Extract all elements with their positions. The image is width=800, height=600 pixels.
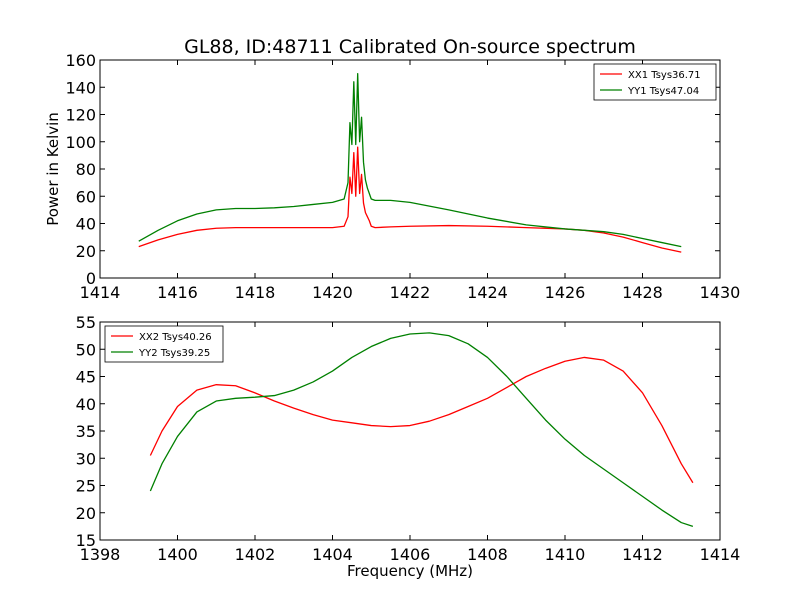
bottom-y-tick-label-7: 50: [76, 340, 96, 359]
bottom-legend-label-xx2: XX2 Tsys40.26: [139, 332, 212, 343]
top-x-tick-label-8: 1430: [700, 283, 741, 302]
top-legend-label-xx1: XX1 Tsys36.71: [628, 70, 701, 81]
top-x-tick-label-7: 1428: [622, 283, 663, 302]
bottom-x-tick-label-4: 1406: [390, 545, 431, 564]
top-series-line-1: [138, 72, 682, 248]
bottom-series-line-1: [149, 332, 694, 527]
bottom-x-tick-label-2: 1402: [235, 545, 276, 564]
bottom-x-tick-label-6: 1410: [545, 545, 586, 564]
bottom-x-axis-label: Frequency (MHz): [347, 562, 473, 580]
bottom-y-tick-label-1: 20: [76, 504, 96, 523]
bottom-y-tick-label-6: 45: [76, 368, 96, 387]
top-y-tick-label-5: 100: [65, 133, 96, 152]
bottom-legend-box: [104, 325, 224, 363]
top-y-tick-label-6: 120: [65, 106, 96, 125]
top-y-axis-label: Power in Kelvin: [44, 112, 62, 226]
bottom-y-tick-label-8: 55: [76, 313, 96, 332]
top-x-tick-label-2: 1418: [235, 283, 276, 302]
top-panel: GL88, ID:48711 Calibrated On-source spec…: [44, 36, 740, 302]
top-y-tick-label-4: 80: [76, 160, 96, 179]
bottom-y-tick-label-0: 15: [76, 531, 96, 550]
top-x-tick-label-1: 1416: [157, 283, 198, 302]
bottom-y-tick-label-5: 40: [76, 395, 96, 414]
bottom-x-tick-label-7: 1412: [622, 545, 663, 564]
bottom-legend-label-yy2: YY2 Tsys39.25: [138, 348, 210, 359]
top-x-tick-label-6: 1426: [545, 283, 586, 302]
top-series-line-0: [138, 146, 682, 253]
bottom-panel: Frequency (MHz) 1398 1400 1402 1404 1406 1408…: [76, 313, 741, 580]
top-x-tick-label-4: 1422: [390, 283, 431, 302]
top-legend: XX1 Tsys36.71 YY1 Tsys47.04: [593, 63, 717, 101]
top-y-tick-label-7: 140: [65, 78, 96, 97]
top-ticks-layer: 1414 1416 1418 1420 1422 1424 1426 1428 1430 0 20 4…: [65, 51, 740, 302]
bottom-series-line-0: [149, 356, 694, 484]
bottom-x-tick-label-0: 1398: [80, 545, 121, 564]
top-chart-title: GL88, ID:48711 Calibrated On-source spec…: [184, 36, 636, 58]
top-series-layer: [138, 72, 682, 253]
top-y-tick-label-3: 60: [76, 187, 96, 206]
bottom-x-tick-label-3: 1404: [312, 545, 353, 564]
bottom-y-tick-label-3: 30: [76, 449, 96, 468]
top-y-tick-label-0: 0: [86, 269, 96, 288]
top-y-tick-label-1: 20: [76, 242, 96, 261]
top-legend-label-yy1: YY1 Tsys47.04: [627, 86, 699, 97]
bottom-legend: XX2 Tsys40.26 YY2 Tsys39.25: [104, 325, 224, 363]
bottom-series-layer: [149, 332, 694, 527]
top-x-tick-label-0: 1414: [80, 283, 121, 302]
bottom-x-tick-label-5: 1408: [467, 545, 508, 564]
bottom-x-tick-label-8: 1414: [700, 545, 741, 564]
top-legend-box: [593, 63, 717, 101]
bottom-x-tick-label-1: 1400: [157, 545, 198, 564]
top-y-tick-label-2: 40: [76, 215, 96, 234]
bottom-y-tick-label-4: 35: [76, 422, 96, 441]
top-y-tick-label-8: 160: [65, 51, 96, 70]
top-x-tick-label-3: 1420: [312, 283, 353, 302]
top-x-tick-label-5: 1424: [467, 283, 508, 302]
bottom-y-tick-label-2: 25: [76, 477, 96, 496]
bottom-ticks-layer: 1398 1400 1402 1404 1406 1408 1410 1412 1414 15 20…: [76, 313, 741, 564]
